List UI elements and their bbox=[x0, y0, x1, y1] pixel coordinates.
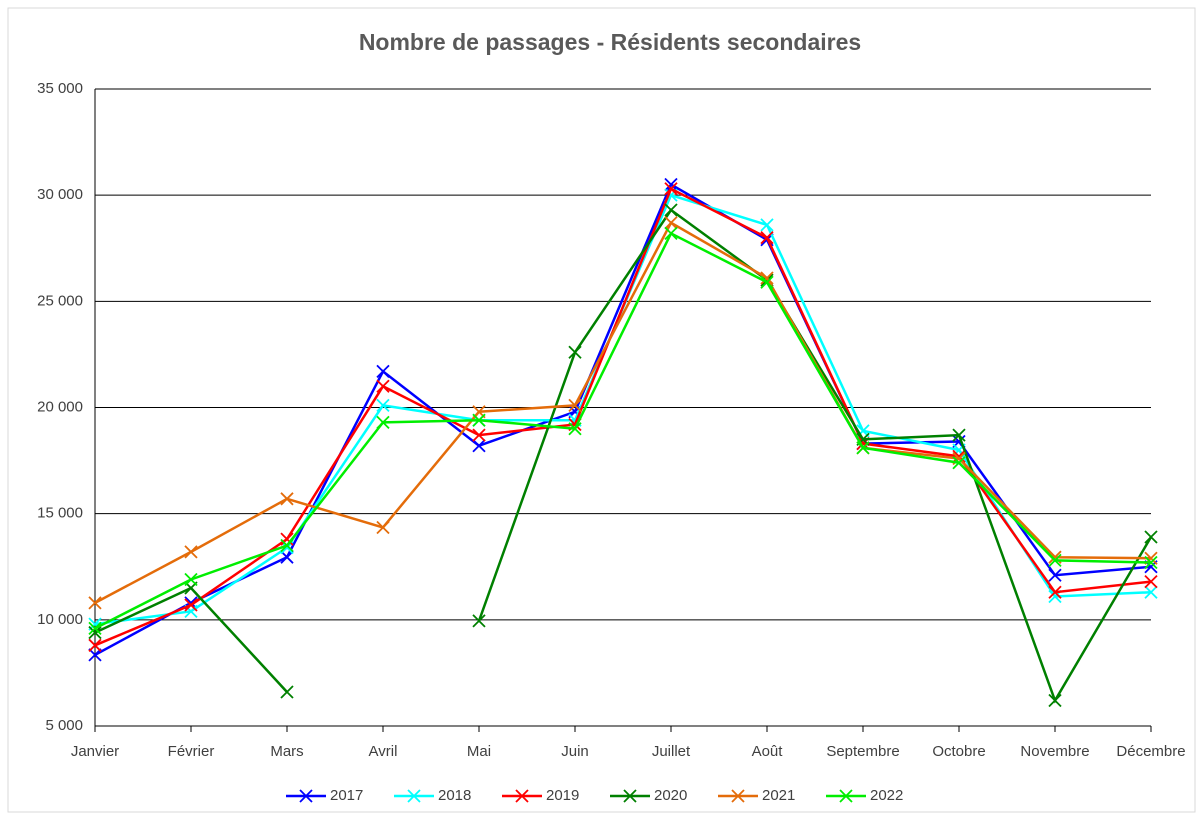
chart-border bbox=[7, 7, 1196, 813]
x-tick-label: Mars bbox=[270, 743, 303, 760]
legend-label: 2021 bbox=[762, 787, 795, 804]
point-marker bbox=[1144, 555, 1158, 570]
point-marker bbox=[376, 364, 390, 379]
y-tick-label: 15 000 bbox=[37, 505, 83, 522]
point-marker bbox=[760, 275, 774, 289]
legend-label: 2018 bbox=[438, 787, 471, 804]
point-marker bbox=[88, 621, 102, 635]
point-marker bbox=[280, 685, 294, 699]
x-tick-label: Février bbox=[168, 743, 215, 760]
point-marker bbox=[568, 422, 582, 436]
x-tick-label: Avril bbox=[369, 743, 398, 760]
legend-label: 2020 bbox=[654, 787, 687, 804]
y-tick-label: 30 000 bbox=[37, 186, 83, 203]
point-marker bbox=[664, 177, 678, 192]
point-marker bbox=[88, 625, 102, 640]
point-marker bbox=[1144, 530, 1158, 544]
legend-marker bbox=[299, 789, 313, 803]
legend-marker bbox=[515, 789, 529, 803]
point-marker bbox=[280, 538, 294, 553]
point-marker bbox=[280, 492, 294, 506]
point-marker bbox=[88, 638, 102, 652]
x-tick-label: Août bbox=[752, 743, 784, 760]
point-marker bbox=[280, 550, 294, 564]
y-tick-label: 35 000 bbox=[37, 80, 83, 97]
point-marker bbox=[184, 598, 198, 612]
point-marker bbox=[1144, 585, 1158, 599]
x-tick-label: Janvier bbox=[71, 743, 119, 760]
y-tick-label: 5 000 bbox=[45, 717, 83, 734]
point-marker bbox=[184, 545, 198, 559]
x-tick-label: Octobre bbox=[932, 743, 985, 760]
legend-label: 2019 bbox=[546, 787, 579, 804]
point-marker bbox=[472, 614, 486, 628]
y-tick-label: 10 000 bbox=[37, 611, 83, 628]
point-marker bbox=[760, 271, 774, 285]
point-marker bbox=[952, 456, 966, 470]
legend-marker bbox=[839, 789, 853, 803]
point-marker bbox=[952, 449, 966, 463]
y-tick-label: 20 000 bbox=[37, 398, 83, 415]
point-marker bbox=[88, 596, 102, 610]
point-marker bbox=[472, 413, 486, 427]
point-marker bbox=[856, 441, 870, 455]
point-marker bbox=[760, 230, 774, 245]
x-tick-label: Mai bbox=[467, 743, 491, 760]
point-marker bbox=[472, 439, 486, 453]
point-marker bbox=[664, 216, 678, 230]
point-marker bbox=[1048, 568, 1062, 582]
series-line bbox=[94, 221, 1152, 604]
point-marker bbox=[376, 415, 390, 429]
legend-marker bbox=[731, 789, 745, 803]
point-marker bbox=[1144, 574, 1158, 589]
chart-title: Nombre de passages - Résidents secondair… bbox=[359, 29, 861, 55]
point-marker bbox=[664, 203, 678, 217]
point-marker bbox=[568, 398, 582, 413]
point-marker bbox=[1048, 693, 1062, 708]
x-tick-label: Novembre bbox=[1020, 743, 1089, 760]
point-marker bbox=[664, 226, 678, 241]
point-marker bbox=[760, 218, 774, 232]
series-line bbox=[94, 231, 1152, 630]
point-marker bbox=[184, 572, 198, 587]
point-marker bbox=[376, 520, 390, 535]
legend-label: 2022 bbox=[870, 787, 903, 804]
point-marker bbox=[952, 428, 966, 442]
legend-marker bbox=[623, 789, 637, 803]
point-marker bbox=[280, 532, 294, 546]
point-marker bbox=[664, 182, 678, 196]
legend-label: 2017 bbox=[330, 787, 363, 804]
point-marker bbox=[88, 648, 102, 662]
point-marker bbox=[1048, 553, 1062, 568]
x-tick-label: Septembre bbox=[826, 743, 899, 760]
x-tick-label: Juin bbox=[561, 743, 589, 760]
x-tick-label: Juillet bbox=[652, 743, 691, 760]
legend-marker bbox=[407, 789, 421, 803]
point-marker bbox=[568, 345, 582, 359]
y-tick-label: 25 000 bbox=[37, 292, 83, 309]
x-tick-label: Décembre bbox=[1116, 743, 1185, 760]
series-line bbox=[94, 182, 1152, 656]
point-marker bbox=[472, 428, 486, 442]
point-marker bbox=[376, 398, 390, 413]
point-marker bbox=[376, 379, 390, 393]
point-marker bbox=[1048, 585, 1062, 599]
